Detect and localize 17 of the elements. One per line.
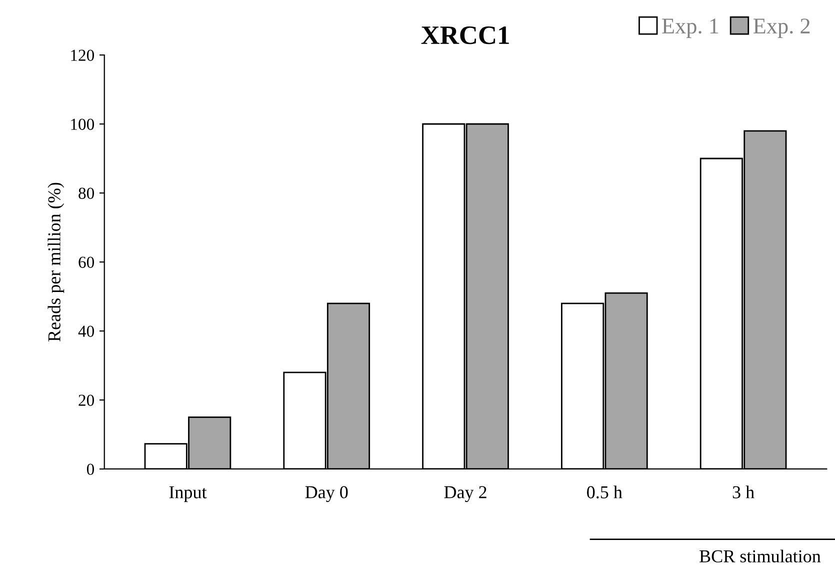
x-tick-label: 0.5 h	[587, 486, 622, 498]
text: BCR stimulation	[700, 550, 821, 562]
x-tick-label: Day 0	[305, 486, 348, 502]
y-axis-title: Reads per million (%)	[48, 182, 64, 342]
x-tick-label: Day 2	[444, 486, 486, 502]
y-tick-label: 20	[78, 394, 94, 406]
y-tick-label: 80	[78, 188, 94, 199]
y-tick-label: 0	[86, 464, 94, 475]
x-tick-label: 3 h	[732, 486, 754, 498]
y-tick-label: 40	[78, 326, 94, 337]
legend-label: Exp. 2	[753, 18, 810, 38]
x-tick-label: Input	[169, 486, 207, 502]
y-tick-label: 100	[71, 118, 94, 130]
legend-label: Exp. 1	[662, 18, 718, 38]
y-tick-label: 120	[71, 50, 94, 61]
chart-title: XRCC1	[421, 26, 509, 44]
y-tick-label: 60	[78, 256, 94, 268]
